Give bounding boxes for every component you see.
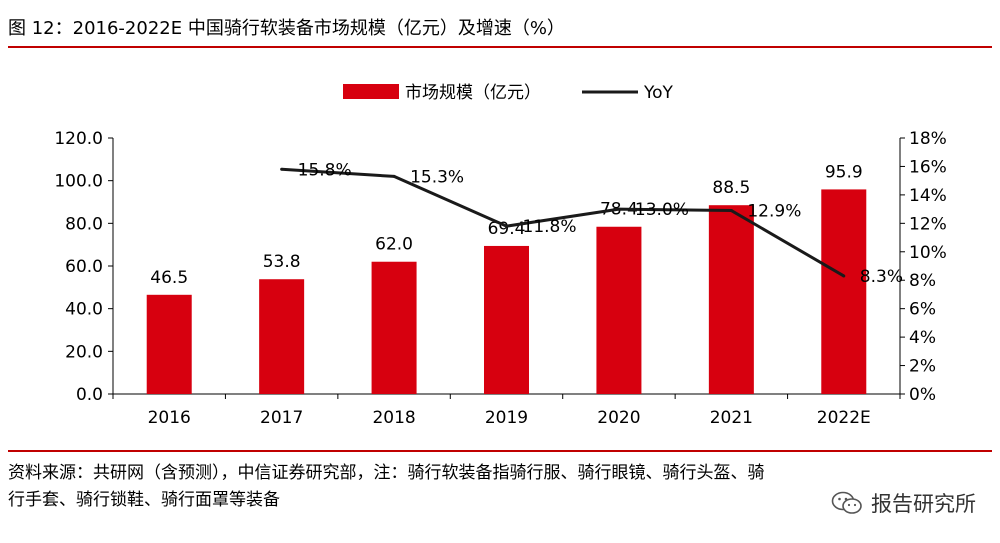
bar: [484, 245, 529, 394]
yoy-value-label: 12.9%: [747, 202, 801, 222]
bar: [146, 294, 192, 394]
top-rule: [8, 46, 992, 48]
x-tick-label: 2016: [148, 408, 191, 428]
yoy-point: [842, 274, 846, 278]
bottom-rule: [8, 450, 992, 452]
x-tick-label: 2017: [260, 408, 303, 428]
right-tick-label: 18%: [909, 129, 947, 149]
yoy-value-label: 11.8%: [523, 217, 577, 237]
bar-value-label: 53.8: [263, 252, 301, 272]
yoy-point: [392, 174, 396, 178]
legend-label-bars: 市场规模（亿元）: [405, 83, 541, 103]
bar-value-label: 62.0: [375, 235, 413, 255]
bar: [259, 279, 305, 394]
left-tick-label: 100.0: [54, 172, 103, 192]
left-tick-label: 20.0: [65, 342, 103, 362]
right-tick-label: 6%: [909, 300, 936, 320]
left-tick-label: 0.0: [76, 385, 103, 405]
right-tick-label: 12%: [909, 214, 947, 234]
x-tick-label: 2020: [597, 408, 640, 428]
watermark: 报告研究所: [831, 488, 976, 518]
x-tick-label: 2018: [372, 408, 415, 428]
left-tick-label: 40.0: [65, 300, 103, 320]
right-tick-label: 2%: [909, 357, 936, 377]
yoy-value-label: 15.3%: [410, 167, 464, 187]
yoy-value-label: 13.0%: [635, 200, 689, 220]
legend-label-line: YoY: [643, 83, 674, 103]
right-tick-label: 14%: [909, 186, 947, 206]
watermark-text: 报告研究所: [871, 492, 976, 516]
right-tick-label: 4%: [909, 328, 936, 348]
yoy-point: [280, 167, 284, 171]
yoy-point: [729, 209, 733, 213]
right-tick-label: 16%: [909, 157, 947, 177]
yoy-value-label: 15.8%: [298, 160, 352, 180]
bar-value-label: 46.5: [150, 268, 188, 288]
yoy-line: [281, 167, 845, 278]
bar-value-label: 88.5: [712, 178, 750, 198]
bar: [371, 261, 417, 394]
yoy-value-label: 8.3%: [860, 267, 903, 287]
x-tick-label: 2021: [710, 408, 753, 428]
x-tick-label: 2022E: [817, 408, 871, 428]
legend-swatch-bars: [343, 84, 399, 99]
figure-title: 图 12：2016-2022E 中国骑行软装备市场规模（亿元）及增速（%）: [8, 18, 565, 39]
yoy-point: [505, 224, 508, 228]
bar: [708, 205, 754, 394]
left-tick-label: 60.0: [65, 257, 103, 277]
yoy-point: [617, 207, 621, 211]
right-tick-label: 10%: [909, 243, 947, 263]
bar: [821, 189, 867, 394]
bar-value-label: 95.9: [825, 162, 863, 182]
source-note: 资料来源：共研网（含预测），中信证券研究部，注：骑行软装备指骑行服、骑行眼镜、骑…: [8, 463, 765, 510]
right-tick-label: 0%: [909, 385, 936, 405]
right-tick-label: 8%: [909, 271, 936, 291]
left-tick-label: 120.0: [54, 129, 103, 149]
chart: 0.0 20.0 40.0 60.0 80.0 100.0 120.0 0% 2% 4% 6% 8% 1…: [54, 83, 947, 428]
wechat-icon: [831, 491, 862, 514]
x-tick-label: 2019: [485, 408, 528, 428]
bar: [596, 226, 642, 394]
left-tick-label: 80.0: [65, 214, 103, 234]
